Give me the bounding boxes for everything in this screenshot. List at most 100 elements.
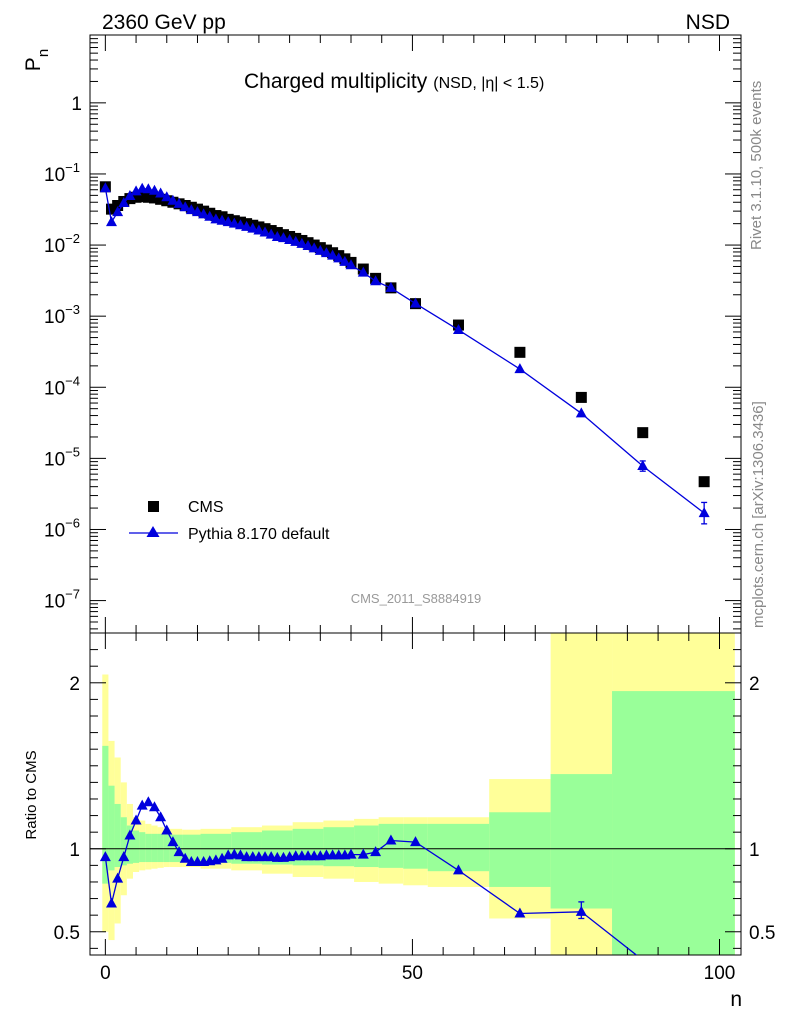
ratio-mc-point [216,852,228,863]
legend-marker-mc [146,526,160,537]
cms-point [575,391,587,403]
ratio-y-tick-label: 2 [69,674,80,695]
mc-line [104,188,705,514]
ratio-plot: 0.5 0.5 1 1 2 2 0 50 100 Ratio to CMS n [23,632,776,1011]
mc-point [204,210,216,221]
mc-point [130,185,142,196]
ratio-mc-point [136,799,148,810]
rivet-label: Rivet 3.1.10, 500k events [748,81,765,250]
mc-point [290,235,302,246]
mc-point [99,182,111,193]
y-tick-label: 10−4 [44,373,80,399]
mc-point [142,183,154,194]
mc-point [514,363,526,374]
mc-point [161,191,173,202]
ratio-mc-point [385,834,397,845]
stat-uncertainty-band [550,774,613,909]
mc-point [118,197,130,208]
mc-point [296,237,308,248]
mc-point [173,197,185,208]
ratio-y-tick-label-right: 2 [749,674,760,695]
cms-point [142,191,154,203]
ratio-y-tick-labels: 0.5 0.5 1 1 2 2 [54,674,776,944]
cms-point [112,200,124,212]
mc-point [241,220,253,231]
ratio-mc-point [575,905,587,916]
mc-point [198,208,210,219]
stat-uncertainty-band [378,823,404,868]
chart-title: Charged multiplicity (NSD, |η| < 1.5) [244,70,544,93]
mc-point [253,224,265,235]
main-plot-frame [89,34,742,634]
ratio-y-tick-label-right: 0.5 [749,923,775,944]
y-tick-label: 10−3 [44,302,80,328]
ratio-y-tick-label: 1 [69,840,80,861]
mc-point [228,217,240,228]
mc-point [357,266,369,277]
stat-uncertainty-band [102,745,109,884]
mc-point [284,233,296,244]
cms-point [136,191,148,203]
mc-point [167,194,179,205]
mc-point [410,297,421,308]
mc-point [575,407,587,418]
mc-point [191,206,203,217]
ratio-mc-point [124,829,136,840]
mc-point [308,242,320,253]
y-tick-label: 10−6 [44,515,80,541]
ratio-mc-point [452,864,464,875]
y-tick-label: 10−2 [44,231,80,257]
ratio-mc-point [112,872,124,883]
y-tick-label: 10−7 [44,587,80,613]
mc-point [345,259,357,270]
ratio-mc-series [99,796,638,955]
ratio-mc-point [345,848,357,859]
mc-point [234,219,246,230]
stat-uncertainty-band [120,817,127,866]
mc-point [216,214,228,225]
mcplots-label: mcplots.cern.ch [arXiv:1306.3436] [750,401,767,628]
cms-point [698,476,710,488]
stat-uncertainty-band [489,812,551,887]
mc-point [320,247,332,258]
stat-uncertainty-band [354,825,379,868]
stat-uncertainty-band [427,823,490,872]
mc-point [302,240,314,251]
legend-label-cms: CMS [188,499,224,516]
stat-uncertainty-band [139,832,146,863]
ratio-y-tick-label-right: 1 [749,840,760,861]
ratio-mc-point [99,851,111,862]
cms-point [514,346,526,358]
energy-label: 2360 GeV pp [102,11,226,34]
ratio-plot-frame [89,632,742,956]
stat-uncertainty-band [126,825,133,864]
ratio-mc-point [357,848,369,859]
process-label: NSD [686,11,730,34]
mc-point [222,216,234,227]
cms-point [637,427,649,439]
main-plot: 1 10−1 10−2 10−3 10−4 10−5 10−6 10−7 Pn Charged… [22,34,742,634]
ratio-mc-point [167,836,179,847]
mc-point [148,184,160,195]
mc-point [155,187,167,198]
cms-point [130,191,142,203]
cms-point [105,203,117,215]
mc-point [179,201,191,212]
y-tick-label: 1 [71,94,82,115]
x-tick-label: 50 [402,963,423,984]
stat-uncertainty-band [612,691,735,955]
ratio-mc-point [148,801,160,812]
ratio-mc-point [179,852,191,863]
mc-point [247,222,259,233]
mc-point [210,213,222,224]
mc-point [327,249,339,260]
legend: CMS Pythia 8.170 default [129,499,330,543]
cms-point [148,192,160,204]
ratio-mc-point [410,836,421,847]
ratio-mc-point [105,897,117,908]
y-tick-label: 10−5 [44,444,80,470]
stat-uncertainty-band [145,833,152,863]
ratio-mc-point [142,796,154,807]
ratio-y-axis-label: Ratio to CMS [23,750,40,839]
